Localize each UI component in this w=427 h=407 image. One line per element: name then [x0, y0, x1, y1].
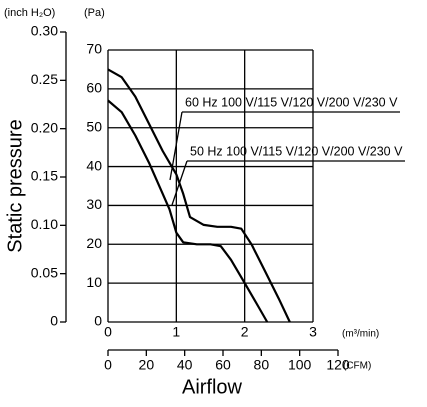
x-tick-label: 2 — [241, 324, 249, 340]
y-axis-label: Static pressure — [4, 119, 26, 252]
x-axis-label: Airflow — [182, 376, 243, 398]
y-unit: (Pa) — [84, 7, 105, 19]
y-tick-label: 60 — [86, 80, 102, 96]
curve — [107, 99, 269, 323]
y-tick-label: 40 — [86, 157, 102, 173]
series-label: 50 Hz 100 V/115 V/120 V/200 V/230 V — [190, 144, 403, 158]
x2-tick-label: 20 — [139, 357, 155, 373]
y2-tick-label: 0.15 — [31, 168, 58, 184]
y2-unit: (inch H₂O) — [4, 7, 55, 19]
y-tick-label: 50 — [86, 118, 102, 134]
x-tick-label: 3 — [309, 324, 317, 340]
y-tick-label: 0 — [94, 313, 102, 329]
x-tick-label: 0 — [104, 324, 112, 340]
leader — [171, 160, 188, 206]
x2-tick-label: 80 — [254, 357, 270, 373]
curve — [107, 68, 291, 323]
y-tick-label: 10 — [86, 274, 102, 290]
x2-unit: (CFM) — [343, 361, 371, 372]
x-tick-label: 1 — [172, 324, 180, 340]
x2-tick-label: 100 — [288, 357, 312, 373]
y2-tick-label: 0.20 — [31, 119, 58, 135]
x2-tick-label: 60 — [215, 357, 231, 373]
y2-tick-label: 0.25 — [31, 71, 58, 87]
x2-tick-label: 40 — [177, 357, 193, 373]
y-tick-label: 20 — [86, 235, 102, 251]
x2-tick-label: 0 — [104, 357, 112, 373]
y2-tick-label: 0.05 — [31, 264, 58, 280]
y2-tick-label: 0 — [50, 313, 58, 329]
x2-tick-label: 120 — [326, 357, 350, 373]
leader — [169, 111, 183, 181]
y-tick-label: 30 — [86, 196, 102, 212]
y2-tick-label: 0.30 — [31, 23, 58, 39]
x-unit: (m³/min) — [342, 329, 379, 340]
series-label: 60 Hz 100 V/115 V/120 V/200 V/230 V — [185, 95, 398, 109]
y2-tick-label: 0.10 — [31, 216, 58, 232]
y-tick-label: 70 — [86, 41, 102, 57]
